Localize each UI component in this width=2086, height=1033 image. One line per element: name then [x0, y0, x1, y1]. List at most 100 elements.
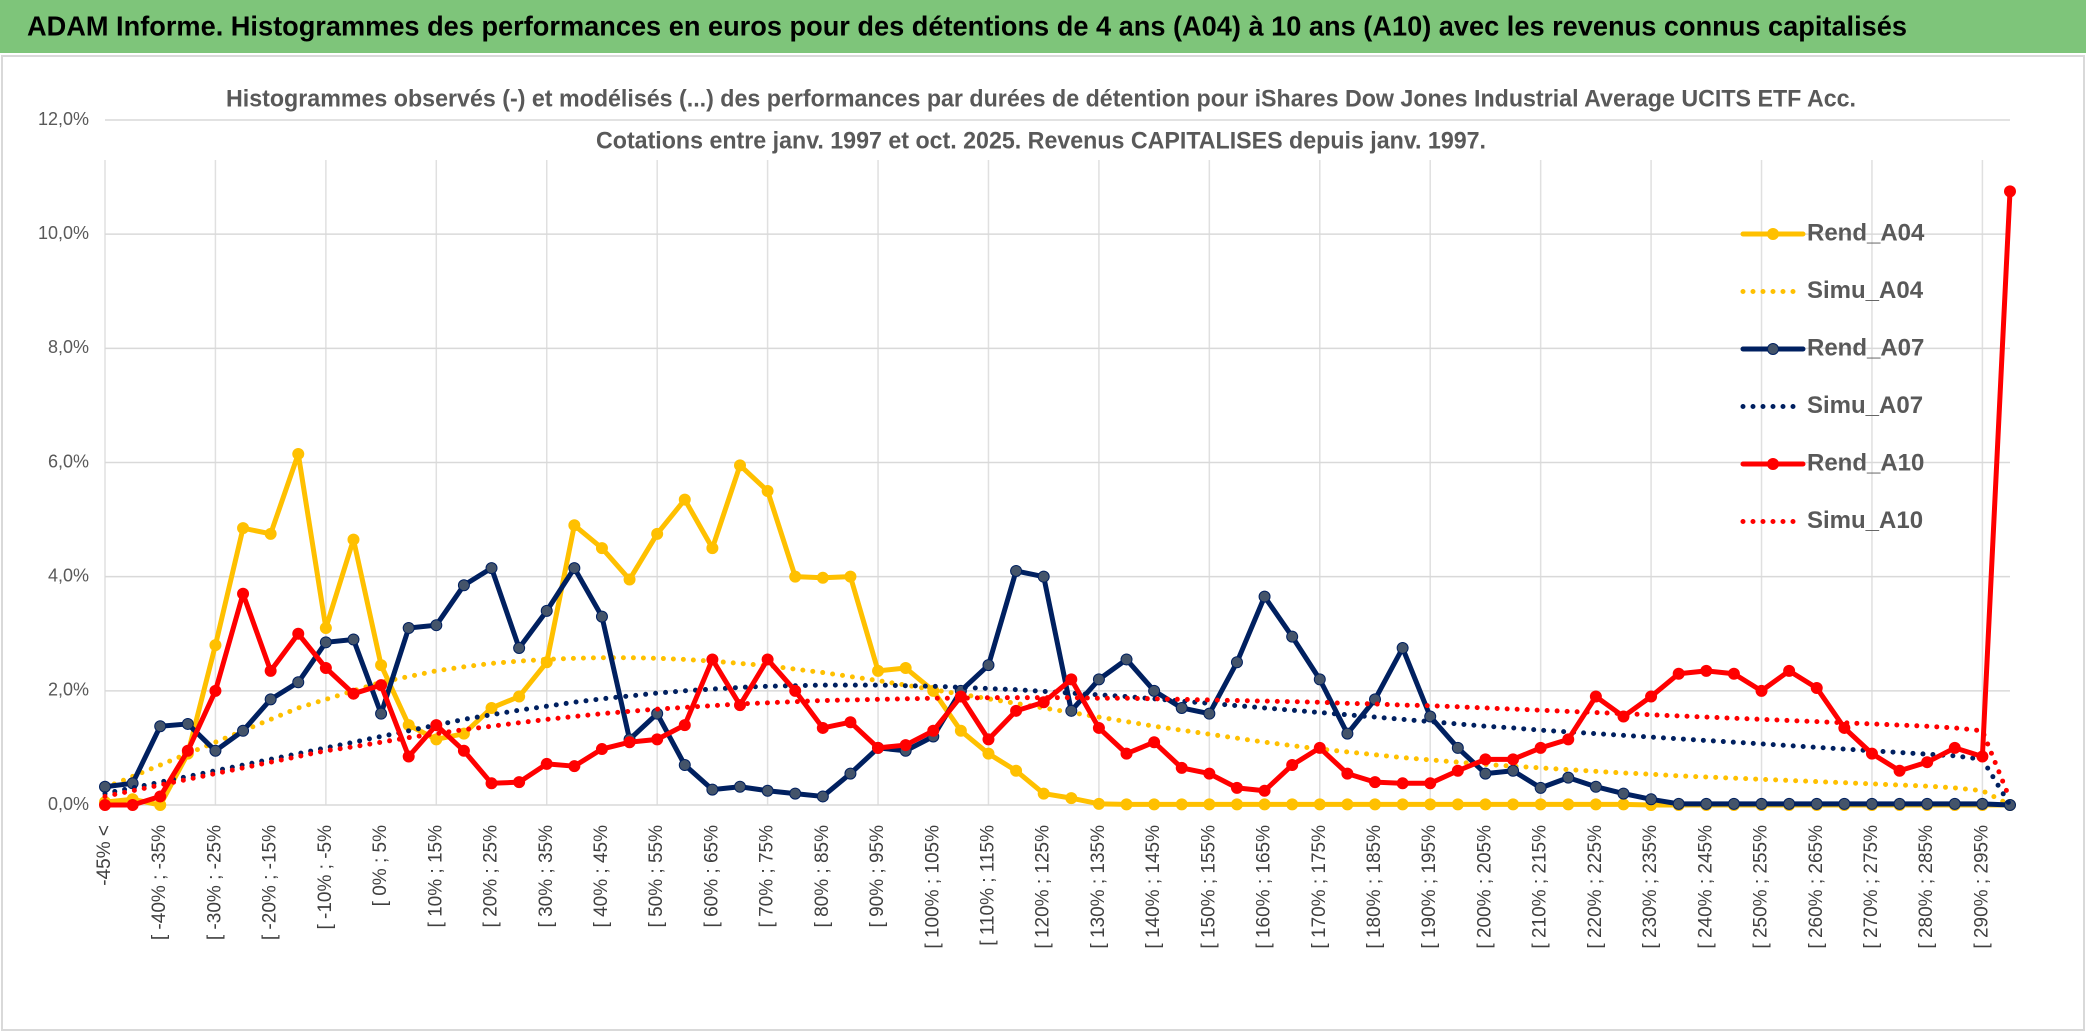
data-point — [1479, 767, 1492, 780]
data-point — [982, 659, 995, 672]
data-point — [1865, 747, 1878, 760]
data-point — [1120, 747, 1133, 760]
data-point — [816, 790, 829, 803]
x-tick-label: [ 210% ; 215% — [1530, 825, 1551, 949]
data-point — [1396, 777, 1409, 790]
data-point — [761, 784, 774, 797]
data-point — [651, 527, 664, 540]
series-line — [102, 655, 2013, 808]
data-point — [264, 527, 277, 540]
y-tick-label: 12,0% — [38, 109, 89, 129]
data-point — [540, 757, 553, 770]
data-point — [1645, 793, 1658, 806]
data-point — [319, 622, 332, 635]
data-point — [1230, 798, 1243, 811]
data-point — [1258, 798, 1271, 811]
data-point — [1451, 741, 1464, 754]
x-tick-label: [ 200% ; 205% — [1474, 825, 1495, 949]
data-point — [706, 542, 719, 555]
data-point — [1230, 781, 1243, 794]
x-tick-label: [ 280% ; 285% — [1916, 825, 1937, 949]
data-point — [1479, 798, 1492, 811]
data-point — [651, 733, 664, 746]
data-point — [1976, 750, 1989, 763]
data-point — [1286, 759, 1299, 772]
data-point — [1148, 736, 1161, 749]
data-point — [485, 701, 498, 714]
data-point — [1700, 797, 1713, 810]
data-point — [99, 780, 111, 793]
data-point — [457, 579, 470, 592]
data-point — [1230, 656, 1243, 669]
x-tick-label: [ 260% ; 265% — [1806, 825, 1827, 949]
data-point — [1092, 721, 1105, 734]
x-tick-label: [ 160% ; 165% — [1254, 825, 1275, 949]
data-point — [1065, 704, 1078, 717]
data-point — [1479, 753, 1492, 766]
x-tick-label: [ 230% ; 235% — [1640, 825, 1661, 949]
legend-marker — [1767, 228, 1779, 240]
x-tick-label: [ 100% ; 105% — [922, 825, 943, 949]
data-point — [678, 759, 691, 772]
data-point — [513, 690, 526, 703]
data-point — [1203, 798, 1216, 811]
data-point — [126, 799, 139, 811]
chart-title: Histogrammes observés (-) et modélisés (… — [226, 85, 1856, 112]
series-line — [102, 565, 2013, 808]
data-point — [844, 767, 857, 780]
x-tick-label: [ -10% ; -5% — [315, 825, 336, 930]
data-point — [1921, 756, 1934, 769]
data-point — [1203, 767, 1216, 780]
x-tick-label: [ 0% ; 5% — [370, 825, 391, 906]
x-tick-label: [ 270% ; 275% — [1861, 825, 1882, 949]
data-point — [1286, 630, 1299, 643]
data-point — [1286, 798, 1299, 811]
data-point — [209, 639, 222, 652]
data-point — [264, 693, 277, 706]
data-point — [540, 604, 553, 617]
x-tick-label: [ 130% ; 135% — [1088, 825, 1109, 949]
data-point — [734, 780, 746, 793]
data-point — [1037, 570, 1050, 583]
data-point — [1810, 797, 1823, 810]
data-point — [844, 716, 857, 729]
data-point — [1534, 781, 1547, 794]
data-point — [375, 707, 388, 720]
data-point — [568, 519, 581, 532]
data-point — [513, 776, 526, 789]
x-tick-label: [ 110% ; 115% — [977, 825, 998, 946]
data-point — [430, 733, 443, 746]
data-point — [375, 679, 388, 692]
data-point — [1175, 701, 1188, 714]
data-point — [154, 790, 167, 803]
data-point — [2004, 185, 2016, 198]
data-point — [1258, 590, 1271, 603]
data-point — [292, 627, 305, 640]
data-point — [1838, 797, 1851, 810]
data-point — [292, 447, 305, 460]
data-point — [209, 744, 222, 757]
data-point — [1755, 684, 1768, 697]
data-point — [1396, 642, 1409, 655]
data-point — [899, 739, 912, 752]
data-point — [1120, 798, 1133, 811]
legend-label: Rend_A07 — [1807, 334, 1924, 361]
data-point — [1258, 784, 1271, 797]
data-point — [1010, 564, 1023, 577]
data-point — [1672, 797, 1685, 810]
data-point — [1369, 798, 1381, 811]
data-point — [789, 684, 802, 697]
data-point — [1507, 753, 1520, 766]
data-point — [1783, 664, 1796, 677]
y-tick-label: 8,0% — [48, 337, 89, 357]
x-tick-label: [ 60% ; 65% — [701, 825, 722, 928]
data-point — [292, 676, 305, 689]
x-tick-label: [ 240% ; 245% — [1695, 825, 1716, 949]
x-tick-label: [ 150% ; 155% — [1198, 825, 1219, 949]
series-line — [102, 695, 2013, 802]
data-point — [761, 653, 774, 666]
x-tick-label: [ 80% ; 85% — [812, 825, 833, 928]
data-point — [954, 724, 967, 737]
header-bar — [0, 0, 2086, 53]
data-point — [319, 636, 332, 649]
